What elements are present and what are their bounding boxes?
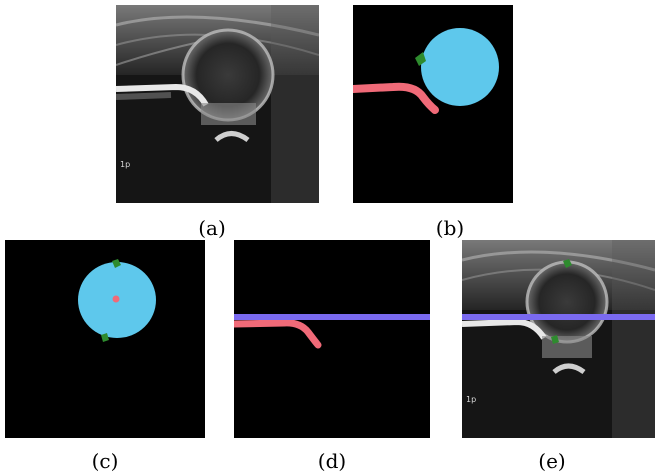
bottom-landmark-e [551, 335, 559, 344]
femoral-head-segment-b [421, 28, 499, 106]
ultrasound-image-e: 1p [462, 240, 655, 438]
ilium-line-b [353, 82, 439, 114]
caption-a: (a) [198, 216, 226, 240]
baseline-image-d [234, 240, 430, 438]
ultrasound-label-e: 1p [466, 395, 476, 404]
caption-d: (d) [317, 449, 347, 473]
segmentation-image-b [353, 5, 513, 203]
caption-e: (e) [538, 449, 566, 473]
landmark-marker-b [415, 52, 426, 66]
center-point-c [112, 295, 120, 303]
panel-d-baseline [234, 240, 430, 438]
ilium-line-d [234, 319, 322, 349]
top-landmark-c [112, 259, 121, 268]
top-landmark-e [563, 259, 572, 268]
caption-b: (b) [435, 216, 465, 240]
bottom-landmark-c [101, 333, 109, 342]
panel-e-ultrasound-result: 1p [462, 240, 655, 438]
panel-c-femoral-head [5, 240, 205, 438]
ultrasound-image-a: 1p [116, 5, 319, 203]
caption-c: (c) [91, 449, 119, 473]
panel-a-ultrasound: 1p [116, 5, 319, 203]
panel-b-segmentation [353, 5, 513, 203]
ultrasound-label-a: 1p [120, 160, 130, 169]
femoral-head-image-c [5, 240, 205, 438]
